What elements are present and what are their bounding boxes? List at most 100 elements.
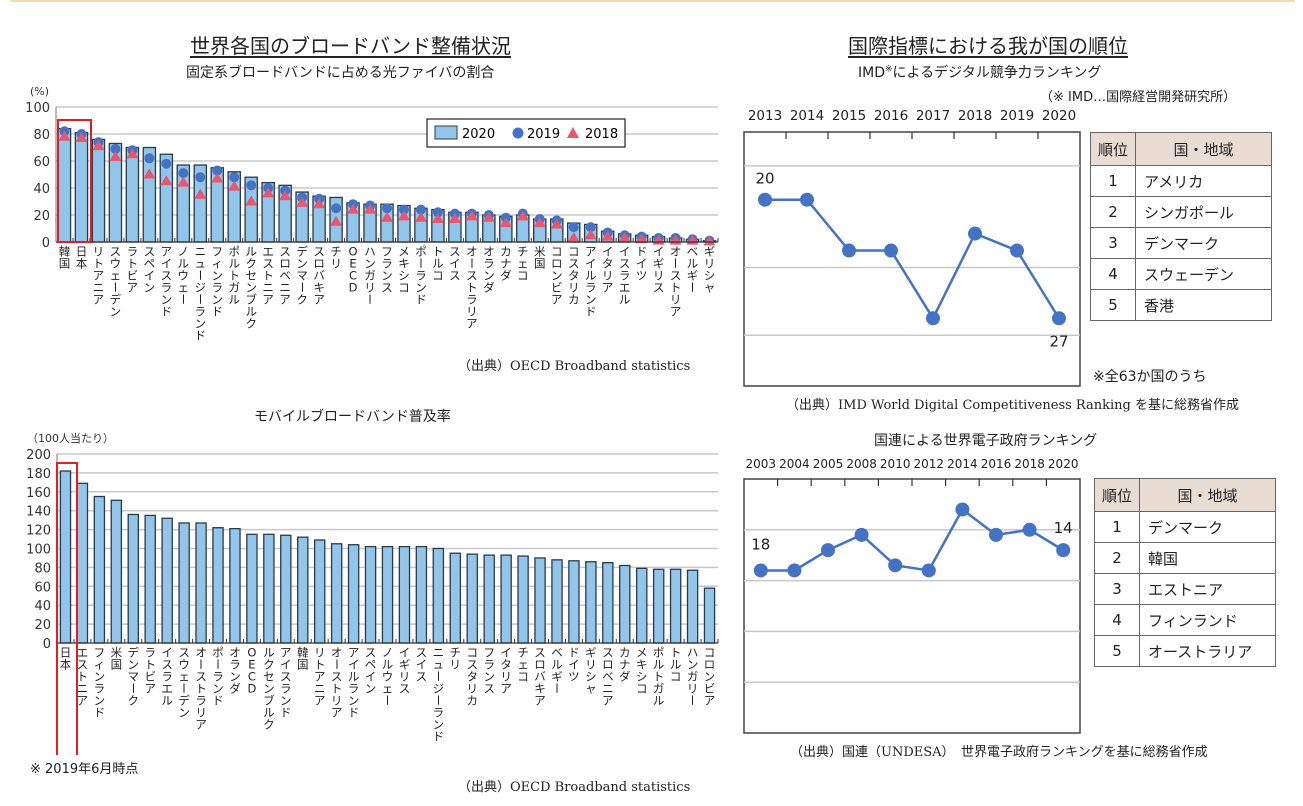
x-tick-label: ラ xyxy=(280,682,292,696)
x-tick-label: ラ xyxy=(619,269,631,283)
x-tick-label: ド xyxy=(585,305,597,319)
x-tick-label: 日 xyxy=(76,245,88,259)
x-tick-label: ン xyxy=(687,658,699,672)
marker-2019 xyxy=(398,204,409,215)
fiber-chart-subtitle: 固定系ブロードバンドに占める光ファイバの割合 xyxy=(186,65,495,81)
bar xyxy=(432,547,445,644)
x-tick-label: ン xyxy=(212,293,224,307)
marker-2019 xyxy=(144,153,155,164)
data-point xyxy=(1056,543,1071,558)
x-tick-label: ェ xyxy=(110,269,122,283)
un-rank-table: 順位 国・地域 1 デンマーク 2 韓国 3 エストニア 4 フィンランド 5 オーストラ… xyxy=(1094,478,1276,667)
marker-2019 xyxy=(110,143,121,154)
header-rank: 順位 xyxy=(1094,478,1140,512)
x-tick-label: 2003 xyxy=(746,457,777,471)
x-tick-label: ク xyxy=(263,718,275,732)
y-tick-label: 200 xyxy=(26,448,51,463)
marker-2018 xyxy=(228,180,241,191)
x-tick-label: ー xyxy=(465,257,479,269)
bar xyxy=(125,146,140,243)
x-tick-label: チ xyxy=(330,245,342,259)
x-tick-label: ト xyxy=(195,682,207,696)
x-tick-label: ジ xyxy=(195,281,207,295)
marker-2018 xyxy=(211,172,224,183)
data-point xyxy=(800,192,814,207)
data-point xyxy=(955,502,970,517)
x-tick-label: リ xyxy=(687,682,699,696)
x-tick-label: 2019 xyxy=(1000,108,1034,124)
rank-cell: 1 xyxy=(1090,165,1136,197)
x-tick-label: オ xyxy=(195,646,207,660)
bar xyxy=(568,560,580,644)
imd-abbr-note: （※ IMD…国際経営開発研究所） xyxy=(1040,90,1237,105)
x-tick-label: 国 xyxy=(297,658,309,672)
x-tick-label: ト xyxy=(77,670,89,684)
data-point xyxy=(1010,243,1024,258)
imd-rank-table: 順位 国・地域 1 アメリカ 2 シンガポール 3 デンマーク 4 スウェーデン 5 香港 xyxy=(1090,132,1272,321)
x-tick-label: コ xyxy=(670,670,682,684)
x-tick-label: ア xyxy=(670,305,682,319)
x-tick-label: ダ xyxy=(619,670,631,684)
x-tick-label: ウ xyxy=(110,257,122,271)
imd-chart: 2013 2014 2015 2016 2017 2018 2019 2020 20 27 xyxy=(743,108,1081,387)
x-tick-label: ハ xyxy=(364,245,376,259)
x-tick-label: コ xyxy=(398,281,410,295)
bar xyxy=(551,559,563,644)
x-tick-label: ン xyxy=(94,694,106,708)
x-tick-label: オ xyxy=(466,245,478,259)
x-tick-label: セ xyxy=(263,670,275,684)
x-tick-label: ア xyxy=(704,694,716,708)
x-tick-label: リ xyxy=(331,694,343,708)
data-point xyxy=(854,527,869,542)
x-tick-label: ン xyxy=(551,269,563,283)
rank-cell: 4 xyxy=(1090,258,1136,290)
marker-2019 xyxy=(195,172,206,183)
imd-source: （出典）IMD World Digital Competitiveness Ra… xyxy=(786,398,1239,413)
x-tick-label: ポ xyxy=(228,245,240,259)
x-tick-label: ク xyxy=(245,257,257,271)
x-tick-label: ン xyxy=(144,281,156,295)
rank-cell: 2 xyxy=(1094,542,1140,574)
x-tick-label: イ xyxy=(568,658,580,672)
x-tick-label: ス xyxy=(449,269,461,283)
marker-2018 xyxy=(499,217,512,228)
x-tick-label: ギ xyxy=(704,245,716,259)
x-tick-label: オ xyxy=(331,646,343,660)
x-tick-label: E xyxy=(248,658,255,672)
x-tick-label: ブ xyxy=(245,293,257,307)
marker-2018 xyxy=(601,230,614,241)
x-tick-label: 2014 xyxy=(947,457,978,471)
series-line xyxy=(765,198,1061,321)
x-tick-label: ス xyxy=(416,670,428,684)
x-tick-label: コ xyxy=(704,646,716,660)
country-cell: スウェーデン xyxy=(1135,258,1272,290)
un-chart: 2003 2004 2005 2008 2010 2012 2014 2016 2018 2020… xyxy=(743,457,1081,734)
x-tick-label: ビ xyxy=(144,670,156,684)
x-tick-label: ラ xyxy=(212,670,224,684)
x-tick-label: ン xyxy=(195,317,207,331)
x-tick-label: タ xyxy=(568,269,580,283)
x-tick-label: ス xyxy=(399,682,411,696)
imd-subtitle-mark: ※ xyxy=(885,64,893,75)
x-tick-label: 2015 xyxy=(832,108,866,124)
x-tick-label: ル xyxy=(551,658,563,672)
x-tick-label: リ xyxy=(195,706,207,720)
top-rule xyxy=(10,0,1295,2)
x-tick-label: ア xyxy=(314,670,326,684)
mobile-chart: （100人当たり）020406080100120140160180200日本エス… xyxy=(26,431,719,755)
x-tick-label: ー xyxy=(550,682,564,694)
mobile-chart-subtitle: モバイルブロードバンド普及率 xyxy=(254,409,451,425)
x-tick-label: 2008 xyxy=(846,457,877,471)
rank-cell: 2 xyxy=(1090,196,1136,228)
x-tick-label: ン xyxy=(704,670,716,684)
legend-2019-marker xyxy=(512,127,524,139)
y-tick-label: 40 xyxy=(34,599,51,614)
x-tick-label: ア xyxy=(602,694,614,708)
x-tick-label: ギ xyxy=(399,658,411,672)
bar xyxy=(93,495,106,644)
marker-2019 xyxy=(432,207,443,218)
marker-2018 xyxy=(126,148,139,159)
x-tick-label: ン xyxy=(296,257,308,271)
x-tick-label: ド xyxy=(212,694,224,708)
x-tick-label: カ xyxy=(619,646,631,660)
